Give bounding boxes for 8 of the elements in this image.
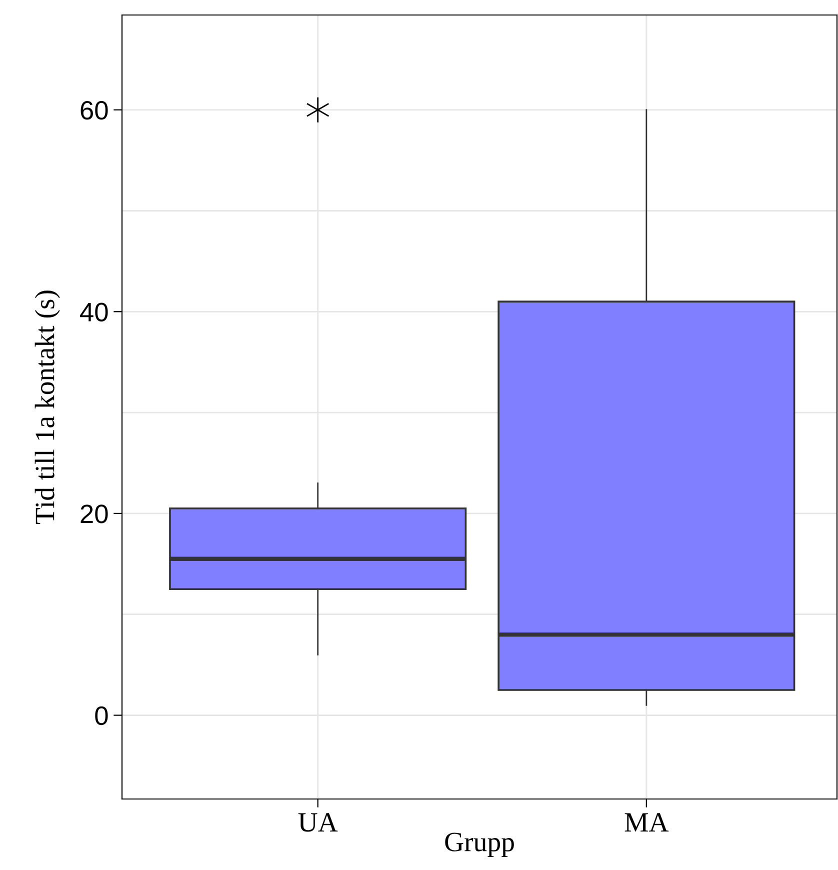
x-tick-label: MA <box>624 813 669 832</box>
y-tick-label: 40 <box>80 302 108 322</box>
x-axis-title: Grupp <box>445 832 514 858</box>
y-tick-label: 60 <box>80 100 108 120</box>
y-tick-label: 0 <box>95 706 108 726</box>
y-tick-label: 20 <box>80 504 108 524</box>
x-tick-label: UA <box>298 813 338 832</box>
y-axis-title: Tid till 1a kontakt (s) <box>34 290 60 524</box>
